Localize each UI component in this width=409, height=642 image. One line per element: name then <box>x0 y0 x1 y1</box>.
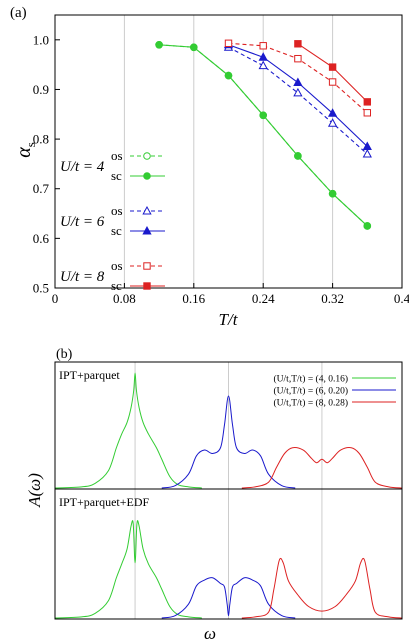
data-point <box>362 141 372 151</box>
panel-a-ticks: 0 0.08 0.16 0.24 0.32 0.4 0.5 0.6 0.7 0.8 0.9 1.0 <box>33 32 409 306</box>
data-point <box>142 205 152 215</box>
panel-b-frame <box>54 361 403 620</box>
spectral-curve <box>161 577 296 619</box>
data-point <box>294 54 302 63</box>
series-line <box>224 39 372 117</box>
spectral-curve <box>54 520 202 619</box>
legend-entry-label: (U/t,T/t) = (8, 0.28) <box>274 398 348 409</box>
y-tick-label: 0.8 <box>33 132 49 147</box>
legend-group-label: U/t = 4 <box>60 159 105 175</box>
data-point <box>294 40 302 48</box>
series-line <box>155 40 372 230</box>
legend-group-label: U/t = 6 <box>60 214 105 230</box>
panel-a-legend: os sc os sc os sc U/t = 4 U/t = 6 U/t = 8 <box>60 148 165 293</box>
panel-b: (b) IPT+parquet IPT+parquet+EDF A(ω) ω (… <box>25 347 403 642</box>
legend-entry-label: os <box>111 148 123 163</box>
data-point <box>143 262 151 270</box>
panel-a-label: (a) <box>10 5 27 21</box>
series-line <box>294 40 372 106</box>
data-point <box>362 148 372 158</box>
x-axis-label: T/t <box>219 310 239 329</box>
subpanel-bottom <box>54 520 403 619</box>
legend-entry: os <box>111 203 165 218</box>
y-axis-label-sub: s <box>23 142 38 147</box>
data-point <box>155 40 163 49</box>
data-point <box>293 87 303 97</box>
x-tick-label: 0.16 <box>182 291 205 306</box>
data-point <box>224 39 233 47</box>
series-path <box>228 46 368 155</box>
x-tick-label: 0 <box>52 291 59 306</box>
x-tick-label: 0.4 <box>394 291 409 306</box>
x-tick-label: 0.24 <box>252 291 275 306</box>
data-point <box>328 78 337 86</box>
legend-entry-label: sc <box>111 278 122 293</box>
legend-entry: os <box>111 258 165 273</box>
panel-b-top-label: IPT+parquet <box>59 368 120 382</box>
data-point <box>327 118 338 127</box>
panel-b-grid <box>134 362 323 619</box>
data-point <box>258 60 268 70</box>
panel-a-series <box>155 39 372 230</box>
legend-entry-label: os <box>111 258 123 273</box>
panel-b-y-label: A(ω) <box>25 473 44 508</box>
data-point <box>143 172 151 180</box>
data-point <box>190 43 198 52</box>
legend-entry-label: (U/t,T/t) = (4, 0.16) <box>274 374 348 385</box>
y-tick-label: 0.6 <box>33 231 50 246</box>
y-axis-label: αs <box>13 142 38 158</box>
x-tick-label: 0.32 <box>321 291 344 306</box>
legend-group-label: U/t = 8 <box>60 269 105 285</box>
data-point <box>363 98 372 106</box>
legend-entry: sc <box>111 223 165 238</box>
legend-entry: (U/t,T/t) = (4, 0.16) <box>274 374 396 385</box>
data-point <box>143 282 151 290</box>
legend-entry: sc <box>111 278 165 293</box>
data-point <box>259 42 267 50</box>
y-tick-label: 0.5 <box>33 281 49 296</box>
spectral-curve <box>241 557 403 619</box>
data-point <box>328 63 337 71</box>
y-axis-label-main: α <box>13 147 35 158</box>
data-point <box>328 189 337 198</box>
legend-entry: os <box>111 148 165 163</box>
data-point <box>224 71 233 80</box>
legend-entry-label: (U/t,T/t) = (6, 0.20) <box>274 386 348 397</box>
y-tick-label: 0.9 <box>33 82 49 97</box>
legend-entry-label: os <box>111 203 123 218</box>
data-point <box>258 52 268 61</box>
data-point <box>293 77 303 87</box>
data-point <box>294 152 302 160</box>
series-line <box>223 42 372 158</box>
data-point <box>363 222 372 230</box>
panel-a-frame <box>54 14 403 289</box>
panel-a: (a) 0 0.08 0.16 0.24 0.32 0.4 0.5 0.6 0.7 0.8 0.9 1… <box>10 5 409 329</box>
data-point <box>327 108 338 117</box>
panel-b-x-label: ω <box>204 624 216 642</box>
panel-b-series <box>54 372 403 619</box>
data-point <box>259 111 268 120</box>
data-point <box>363 109 372 117</box>
legend-entry: (U/t,T/t) = (6, 0.20) <box>274 386 396 397</box>
panel-b-legend: (U/t,T/t) = (4, 0.16)(U/t,T/t) = (6, 0.2… <box>274 374 396 409</box>
subpanel-top <box>54 372 403 489</box>
spectral-curve <box>161 395 296 489</box>
legend-entry-label: sc <box>111 223 122 238</box>
legend-entry: sc <box>111 168 165 183</box>
data-point <box>142 225 152 235</box>
legend-entry-label: sc <box>111 168 122 183</box>
panel-b-bottom-label: IPT+parquet+EDF <box>59 495 150 509</box>
panel-b-label: (b) <box>56 347 73 362</box>
y-tick-label: 1.0 <box>33 32 49 47</box>
spectral-curve <box>241 447 403 489</box>
legend-entry: (U/t,T/t) = (8, 0.28) <box>274 398 396 409</box>
x-tick-label: 0.08 <box>113 291 136 306</box>
spectral-curve <box>54 372 202 489</box>
data-point <box>143 152 151 160</box>
y-tick-label: 0.7 <box>33 181 50 196</box>
